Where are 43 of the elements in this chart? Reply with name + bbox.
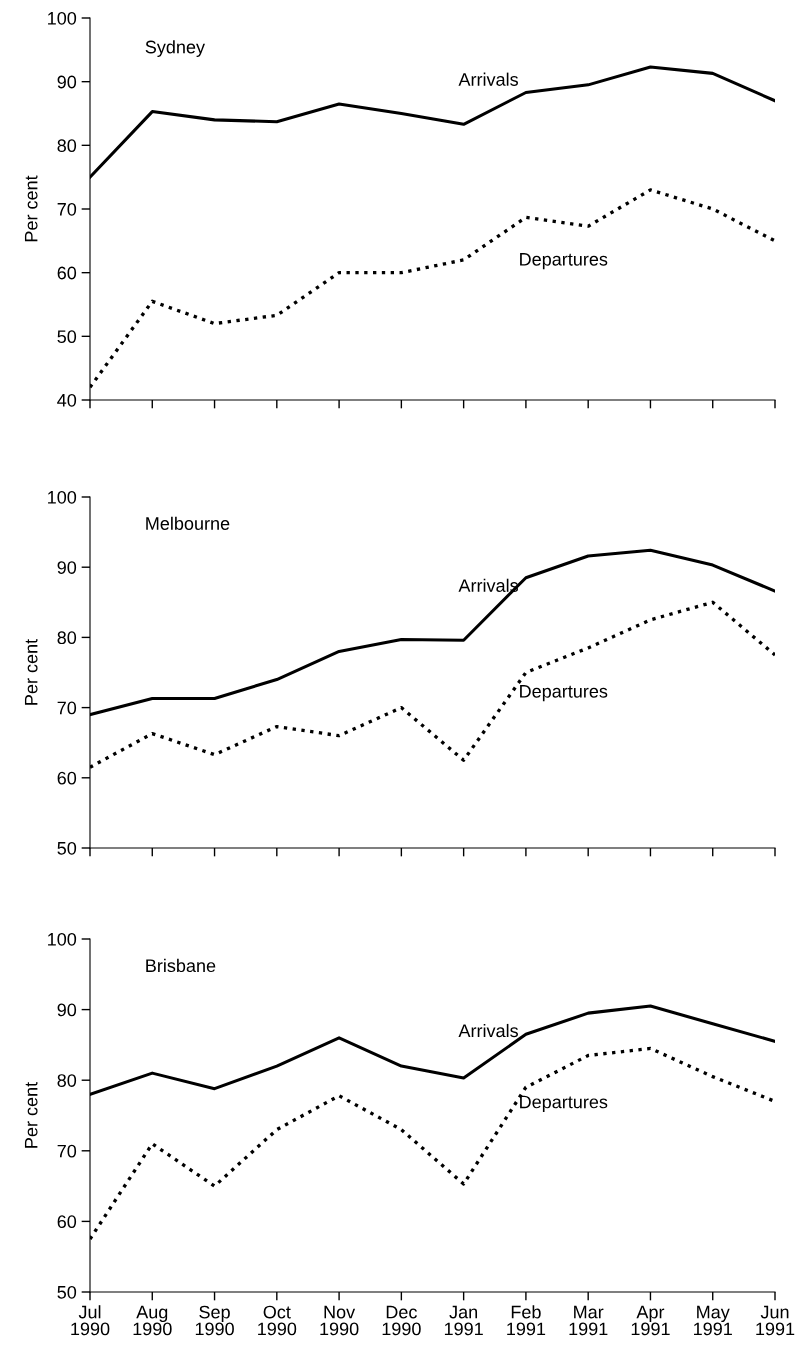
series-label: Departures [520,1095,608,1112]
y-tick-label: 50 [57,330,77,344]
text: Melbourne [146,516,230,530]
y-axis-title: Per cent [24,639,38,705]
text: Brisbane [146,958,216,973]
y-tick-label: 100 [48,490,77,504]
y-tick-label: 70 [57,202,77,216]
y-tick-label: 100 [48,932,77,946]
x-tick-label: Jan 1991 [444,1305,483,1336]
y-tick-label: 60 [57,266,77,280]
y-axis-title: Per cent [24,1082,38,1148]
series-label: Arrivals [458,1023,518,1038]
y-tick-label: 50 [57,841,77,855]
y-tick-label: 90 [57,75,77,89]
y-axis-title: Per cent [24,175,38,242]
y-tick-label: 80 [57,1074,77,1087]
x-tick-label: Dec 1990 [382,1305,421,1336]
y-tick-label: 70 [57,701,77,715]
y-tick-label: 90 [57,1003,77,1017]
y-tick-label: 90 [57,561,77,574]
series-label: Arrivals [458,72,518,86]
y-tick-label: 40 [57,393,77,407]
x-tick-label: May 1991 [694,1305,732,1336]
series-label: Departures [520,685,608,702]
text: Sydney [145,40,205,57]
y-tick-label: 60 [57,771,77,785]
x-tick-label: Apr 1991 [631,1305,670,1336]
x-tick-label: Mar 1991 [569,1305,608,1336]
y-tick-label: 70 [57,1144,77,1158]
x-tick-label: Sep 1990 [195,1305,234,1336]
series-label: Departures [520,253,608,270]
y-tick-label: 60 [57,1215,77,1229]
x-tick-label: Aug 1990 [133,1305,172,1336]
y-tick-label: 100 [48,11,77,25]
y-tick-label: 80 [57,139,77,153]
y-tick-label: 50 [57,1285,77,1299]
x-tick-label: Feb 1991 [507,1305,546,1336]
y-tick-label: 80 [57,631,77,645]
x-tick-label: Nov 1990 [320,1305,359,1336]
x-tick-label: Jun 1991 [756,1305,795,1336]
x-tick-label: Oct 1990 [258,1305,297,1336]
x-tick-label: Jul 1990 [71,1305,110,1336]
series-label: Arrivals [458,578,518,592]
